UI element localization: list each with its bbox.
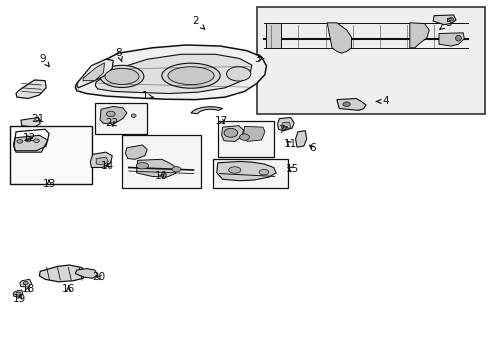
- Polygon shape: [13, 290, 23, 297]
- Text: 13: 13: [42, 179, 56, 189]
- Polygon shape: [326, 23, 351, 53]
- Text: 11: 11: [284, 139, 297, 149]
- Text: 1: 1: [141, 91, 153, 101]
- Ellipse shape: [448, 18, 453, 21]
- Polygon shape: [16, 80, 46, 99]
- Ellipse shape: [167, 67, 214, 85]
- Text: 17: 17: [215, 116, 228, 126]
- Text: 4: 4: [376, 96, 388, 107]
- Text: 6: 6: [308, 143, 315, 153]
- Polygon shape: [295, 131, 306, 147]
- Ellipse shape: [136, 162, 148, 169]
- Polygon shape: [125, 145, 147, 159]
- Text: 3: 3: [254, 54, 263, 64]
- Text: 20: 20: [92, 272, 105, 282]
- Polygon shape: [95, 54, 251, 94]
- Polygon shape: [75, 269, 98, 278]
- Polygon shape: [83, 63, 104, 81]
- Text: 7: 7: [277, 125, 287, 135]
- Bar: [256, 7, 484, 114]
- Polygon shape: [100, 107, 126, 123]
- Ellipse shape: [226, 67, 250, 81]
- Ellipse shape: [17, 140, 23, 143]
- Polygon shape: [281, 122, 290, 130]
- Ellipse shape: [33, 139, 39, 143]
- Ellipse shape: [228, 167, 241, 173]
- Bar: [95, 103, 147, 134]
- Ellipse shape: [105, 68, 139, 85]
- Ellipse shape: [100, 65, 143, 87]
- Bar: [212, 158, 287, 188]
- Polygon shape: [277, 117, 293, 131]
- Text: 5: 5: [439, 18, 451, 29]
- Polygon shape: [75, 45, 266, 100]
- Text: 22: 22: [105, 118, 119, 128]
- Bar: [122, 135, 201, 188]
- Ellipse shape: [455, 35, 460, 41]
- Text: 16: 16: [62, 284, 75, 294]
- Ellipse shape: [25, 138, 31, 142]
- Text: 12: 12: [23, 133, 36, 143]
- Ellipse shape: [239, 134, 249, 140]
- Polygon shape: [432, 15, 455, 24]
- Ellipse shape: [106, 111, 115, 117]
- Ellipse shape: [162, 63, 220, 88]
- Polygon shape: [221, 126, 243, 141]
- Polygon shape: [39, 265, 86, 282]
- Polygon shape: [90, 152, 112, 167]
- Ellipse shape: [342, 102, 349, 107]
- Text: 2: 2: [192, 16, 204, 29]
- Polygon shape: [266, 23, 281, 48]
- Polygon shape: [14, 135, 47, 151]
- Polygon shape: [336, 99, 366, 111]
- Polygon shape: [96, 157, 108, 165]
- Text: 21: 21: [31, 114, 44, 124]
- Ellipse shape: [16, 292, 21, 295]
- Polygon shape: [438, 33, 463, 46]
- Polygon shape: [20, 279, 31, 287]
- Text: 14: 14: [101, 161, 114, 171]
- Bar: [217, 121, 273, 157]
- Polygon shape: [21, 117, 40, 127]
- Polygon shape: [409, 23, 428, 48]
- Text: 18: 18: [21, 284, 35, 294]
- Ellipse shape: [131, 114, 136, 117]
- Polygon shape: [77, 59, 113, 88]
- Text: 8: 8: [116, 48, 122, 61]
- Polygon shape: [216, 161, 276, 181]
- Bar: [10, 126, 92, 184]
- Polygon shape: [243, 126, 264, 141]
- Ellipse shape: [172, 167, 181, 172]
- Text: 9: 9: [40, 54, 49, 67]
- Ellipse shape: [259, 170, 268, 175]
- Ellipse shape: [23, 281, 28, 284]
- Text: 19: 19: [13, 294, 26, 303]
- Polygon shape: [136, 159, 176, 177]
- Text: 15: 15: [285, 164, 298, 174]
- Text: 10: 10: [155, 171, 168, 181]
- Ellipse shape: [224, 129, 237, 137]
- Polygon shape: [191, 107, 222, 114]
